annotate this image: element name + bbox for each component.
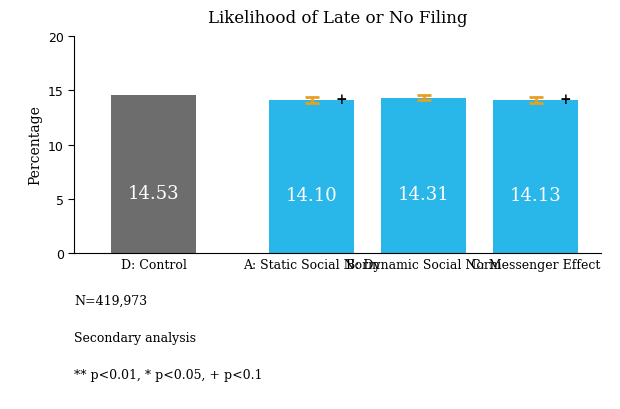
- Text: N=419,973: N=419,973: [74, 294, 148, 308]
- Text: Secondary analysis: Secondary analysis: [74, 331, 197, 344]
- Text: 14.31: 14.31: [397, 186, 450, 204]
- Text: ** p<0.01, * p<0.05, + p<0.1: ** p<0.01, * p<0.05, + p<0.1: [74, 368, 263, 381]
- Bar: [110, 96, 197, 254]
- Text: 14.10: 14.10: [286, 187, 337, 204]
- Text: +: +: [559, 93, 571, 107]
- Bar: [268, 101, 355, 254]
- Y-axis label: Percentage: Percentage: [29, 106, 43, 185]
- Bar: [381, 99, 466, 254]
- Text: +: +: [335, 93, 347, 107]
- Bar: [493, 101, 578, 254]
- Text: 14.53: 14.53: [128, 185, 179, 203]
- Text: 14.13: 14.13: [510, 187, 561, 204]
- Title: Likelihood of Late or No Filing: Likelihood of Late or No Filing: [208, 10, 467, 27]
